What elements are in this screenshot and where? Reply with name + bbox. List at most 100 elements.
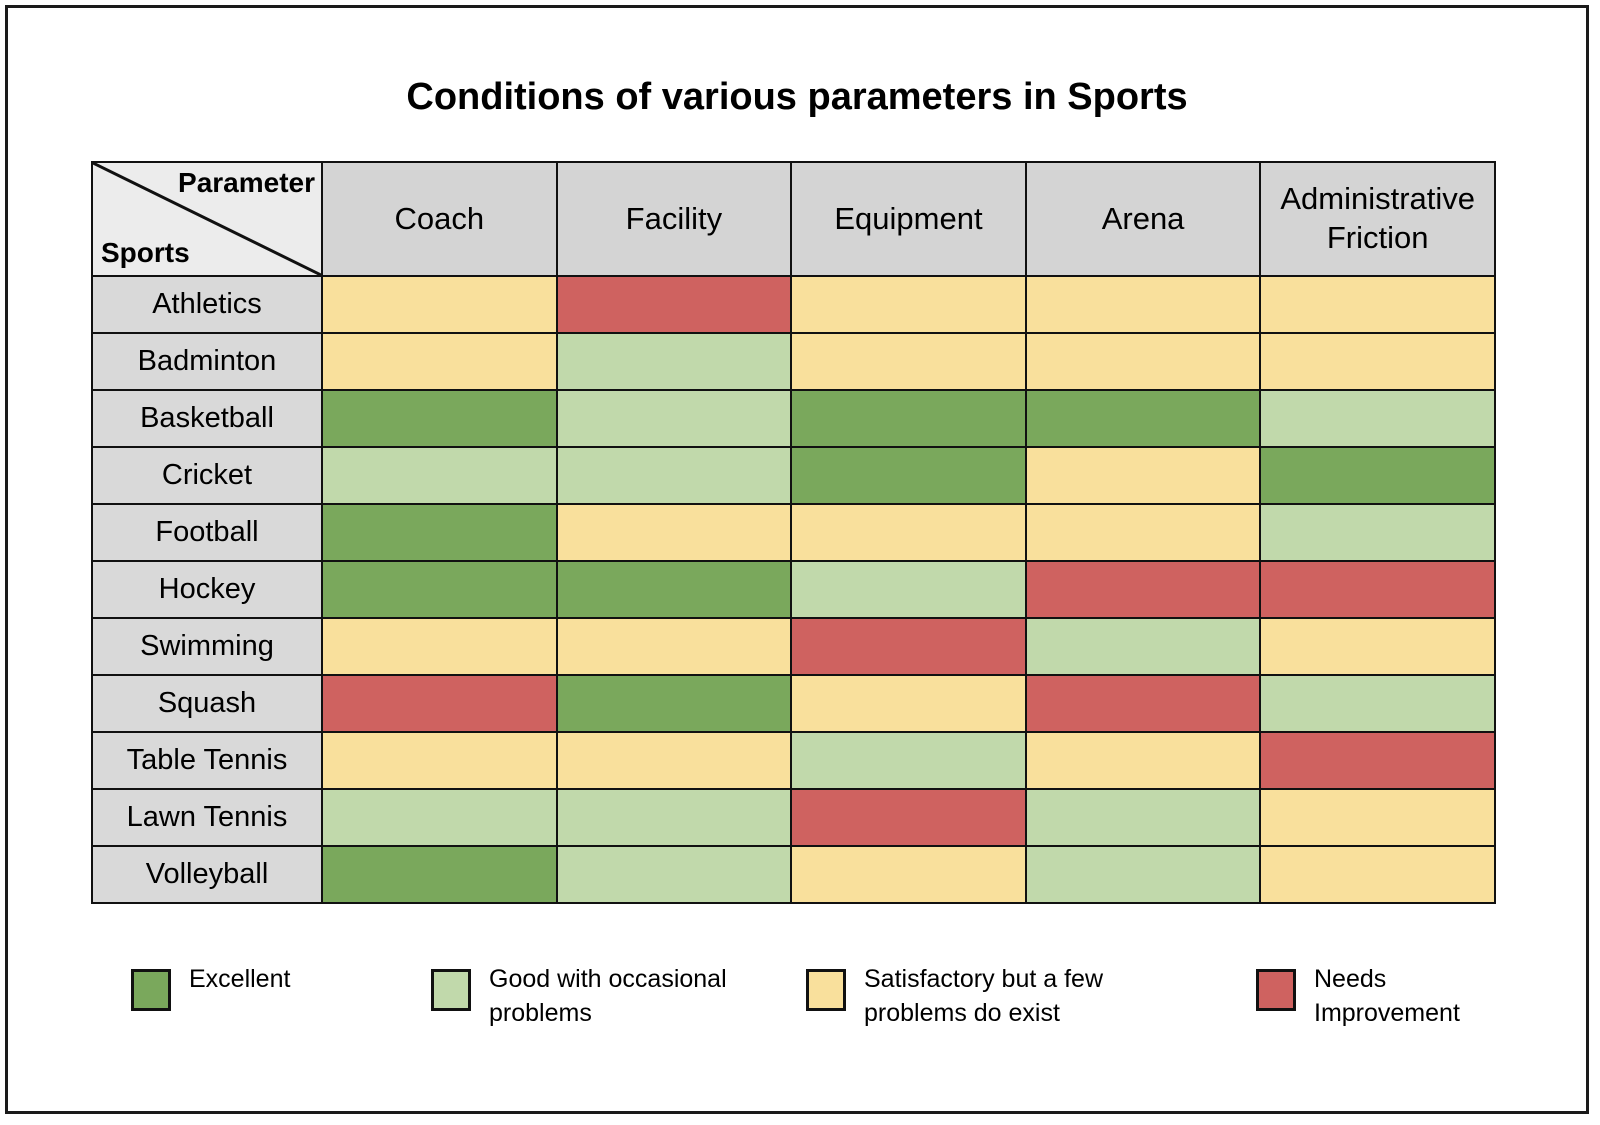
column-header-facility: Facility xyxy=(555,161,793,277)
table-row: Cricket xyxy=(91,446,1496,505)
legend-label-excellent: Excellent xyxy=(189,965,291,993)
legend-swatch-satisfactory xyxy=(806,969,846,1011)
cell-cricket-equipment xyxy=(790,446,1027,505)
row-header-football: Football xyxy=(91,503,323,562)
legend-label-needs-improvement: Needs Improvement xyxy=(1314,965,1460,1027)
page-title: Conditions of various parameters in Spor… xyxy=(406,76,1188,118)
cell-cricket-arena xyxy=(1024,446,1262,505)
legend-item-satisfactory: Satisfactory but a few problems do exist xyxy=(806,963,1106,1031)
legend-swatch-excellent xyxy=(131,969,171,1011)
table-row: Squash xyxy=(91,674,1496,733)
matrix-header: Parameter Sports Coach Facility Equipmen… xyxy=(91,161,1496,277)
cell-hockey-facility xyxy=(555,560,793,619)
cell-table-tennis-coach xyxy=(321,731,558,790)
row-header-volleyball: Volleyball xyxy=(91,845,323,904)
cell-swimming-administrative-friction xyxy=(1259,617,1496,676)
table-row: Basketball xyxy=(91,389,1496,448)
column-header-administrative-friction: Administrative Friction xyxy=(1259,161,1496,277)
cell-lawn-tennis-equipment xyxy=(790,788,1027,847)
cell-swimming-equipment xyxy=(790,617,1027,676)
cell-football-arena xyxy=(1024,503,1262,562)
legend-label-satisfactory: Satisfactory but a few problems do exist xyxy=(864,965,1104,1027)
cell-badminton-administrative-friction xyxy=(1259,332,1496,391)
legend-item-good: Good with occasional problems xyxy=(431,963,731,1031)
cell-lawn-tennis-arena xyxy=(1024,788,1262,847)
cell-athletics-administrative-friction xyxy=(1259,275,1496,334)
cell-squash-coach xyxy=(321,674,558,733)
row-header-hockey: Hockey xyxy=(91,560,323,619)
corner-header-cell: Parameter Sports xyxy=(91,161,323,277)
cell-squash-administrative-friction xyxy=(1259,674,1496,733)
cell-swimming-arena xyxy=(1024,617,1262,676)
table-row: Swimming xyxy=(91,617,1496,676)
cell-volleyball-coach xyxy=(321,845,558,904)
column-header-equipment: Equipment xyxy=(790,161,1027,277)
cell-hockey-equipment xyxy=(790,560,1027,619)
conditions-matrix: Parameter Sports Coach Facility Equipmen… xyxy=(91,161,1496,904)
cell-basketball-equipment xyxy=(790,389,1027,448)
cell-swimming-coach xyxy=(321,617,558,676)
table-row: Athletics xyxy=(91,275,1496,334)
cell-badminton-equipment xyxy=(790,332,1027,391)
cell-football-equipment xyxy=(790,503,1027,562)
cell-basketball-arena xyxy=(1024,389,1262,448)
cell-table-tennis-facility xyxy=(555,731,793,790)
cell-football-facility xyxy=(555,503,793,562)
cell-athletics-arena xyxy=(1024,275,1262,334)
cell-hockey-administrative-friction xyxy=(1259,560,1496,619)
legend-label-good: Good with occasional problems xyxy=(489,965,727,1027)
cell-athletics-equipment xyxy=(790,275,1027,334)
column-header-coach: Coach xyxy=(321,161,558,277)
cell-lawn-tennis-coach xyxy=(321,788,558,847)
row-header-basketball: Basketball xyxy=(91,389,323,448)
cell-table-tennis-equipment xyxy=(790,731,1027,790)
legend-swatch-good xyxy=(431,969,471,1011)
cell-badminton-coach xyxy=(321,332,558,391)
row-header-lawn-tennis: Lawn Tennis xyxy=(91,788,323,847)
table-row: Volleyball xyxy=(91,845,1496,904)
cell-volleyball-arena xyxy=(1024,845,1262,904)
row-header-table-tennis: Table Tennis xyxy=(91,731,323,790)
figure-canvas: Conditions of various parameters in Spor… xyxy=(5,5,1589,1114)
legend-swatch-needs-improvement xyxy=(1256,969,1296,1011)
cell-basketball-coach xyxy=(321,389,558,448)
row-header-athletics: Athletics xyxy=(91,275,323,334)
table-row: Badminton xyxy=(91,332,1496,391)
corner-sports-label: Sports xyxy=(101,237,190,269)
diagonal-divider-icon xyxy=(93,163,321,275)
cell-badminton-facility xyxy=(555,332,793,391)
table-row: Hockey xyxy=(91,560,1496,619)
matrix-body: Athletics Badminton Basketball Cricket Footb… xyxy=(91,275,1496,904)
cell-football-administrative-friction xyxy=(1259,503,1496,562)
cell-basketball-administrative-friction xyxy=(1259,389,1496,448)
cell-swimming-facility xyxy=(555,617,793,676)
cell-volleyball-administrative-friction xyxy=(1259,845,1496,904)
cell-athletics-coach xyxy=(321,275,558,334)
cell-squash-arena xyxy=(1024,674,1262,733)
table-row: Table Tennis xyxy=(91,731,1496,790)
cell-volleyball-facility xyxy=(555,845,793,904)
cell-squash-facility xyxy=(555,674,793,733)
cell-basketball-facility xyxy=(555,389,793,448)
cell-table-tennis-arena xyxy=(1024,731,1262,790)
cell-cricket-administrative-friction xyxy=(1259,446,1496,505)
column-header-arena: Arena xyxy=(1024,161,1262,277)
corner-parameter-label: Parameter xyxy=(178,167,315,198)
row-header-cricket: Cricket xyxy=(91,446,323,505)
cell-squash-equipment xyxy=(790,674,1027,733)
legend-item-needs-improvement: Needs Improvement xyxy=(1256,963,1516,1031)
cell-lawn-tennis-facility xyxy=(555,788,793,847)
cell-hockey-arena xyxy=(1024,560,1262,619)
cell-cricket-facility xyxy=(555,446,793,505)
legend-item-excellent: Excellent xyxy=(131,963,391,1011)
cell-lawn-tennis-administrative-friction xyxy=(1259,788,1496,847)
cell-badminton-arena xyxy=(1024,332,1262,391)
row-header-squash: Squash xyxy=(91,674,323,733)
cell-cricket-coach xyxy=(321,446,558,505)
legend: Excellent Good with occasional problems … xyxy=(91,963,1511,1073)
cell-table-tennis-administrative-friction xyxy=(1259,731,1496,790)
cell-athletics-facility xyxy=(555,275,793,334)
row-header-swimming: Swimming xyxy=(91,617,323,676)
table-row: Football xyxy=(91,503,1496,562)
cell-football-coach xyxy=(321,503,558,562)
